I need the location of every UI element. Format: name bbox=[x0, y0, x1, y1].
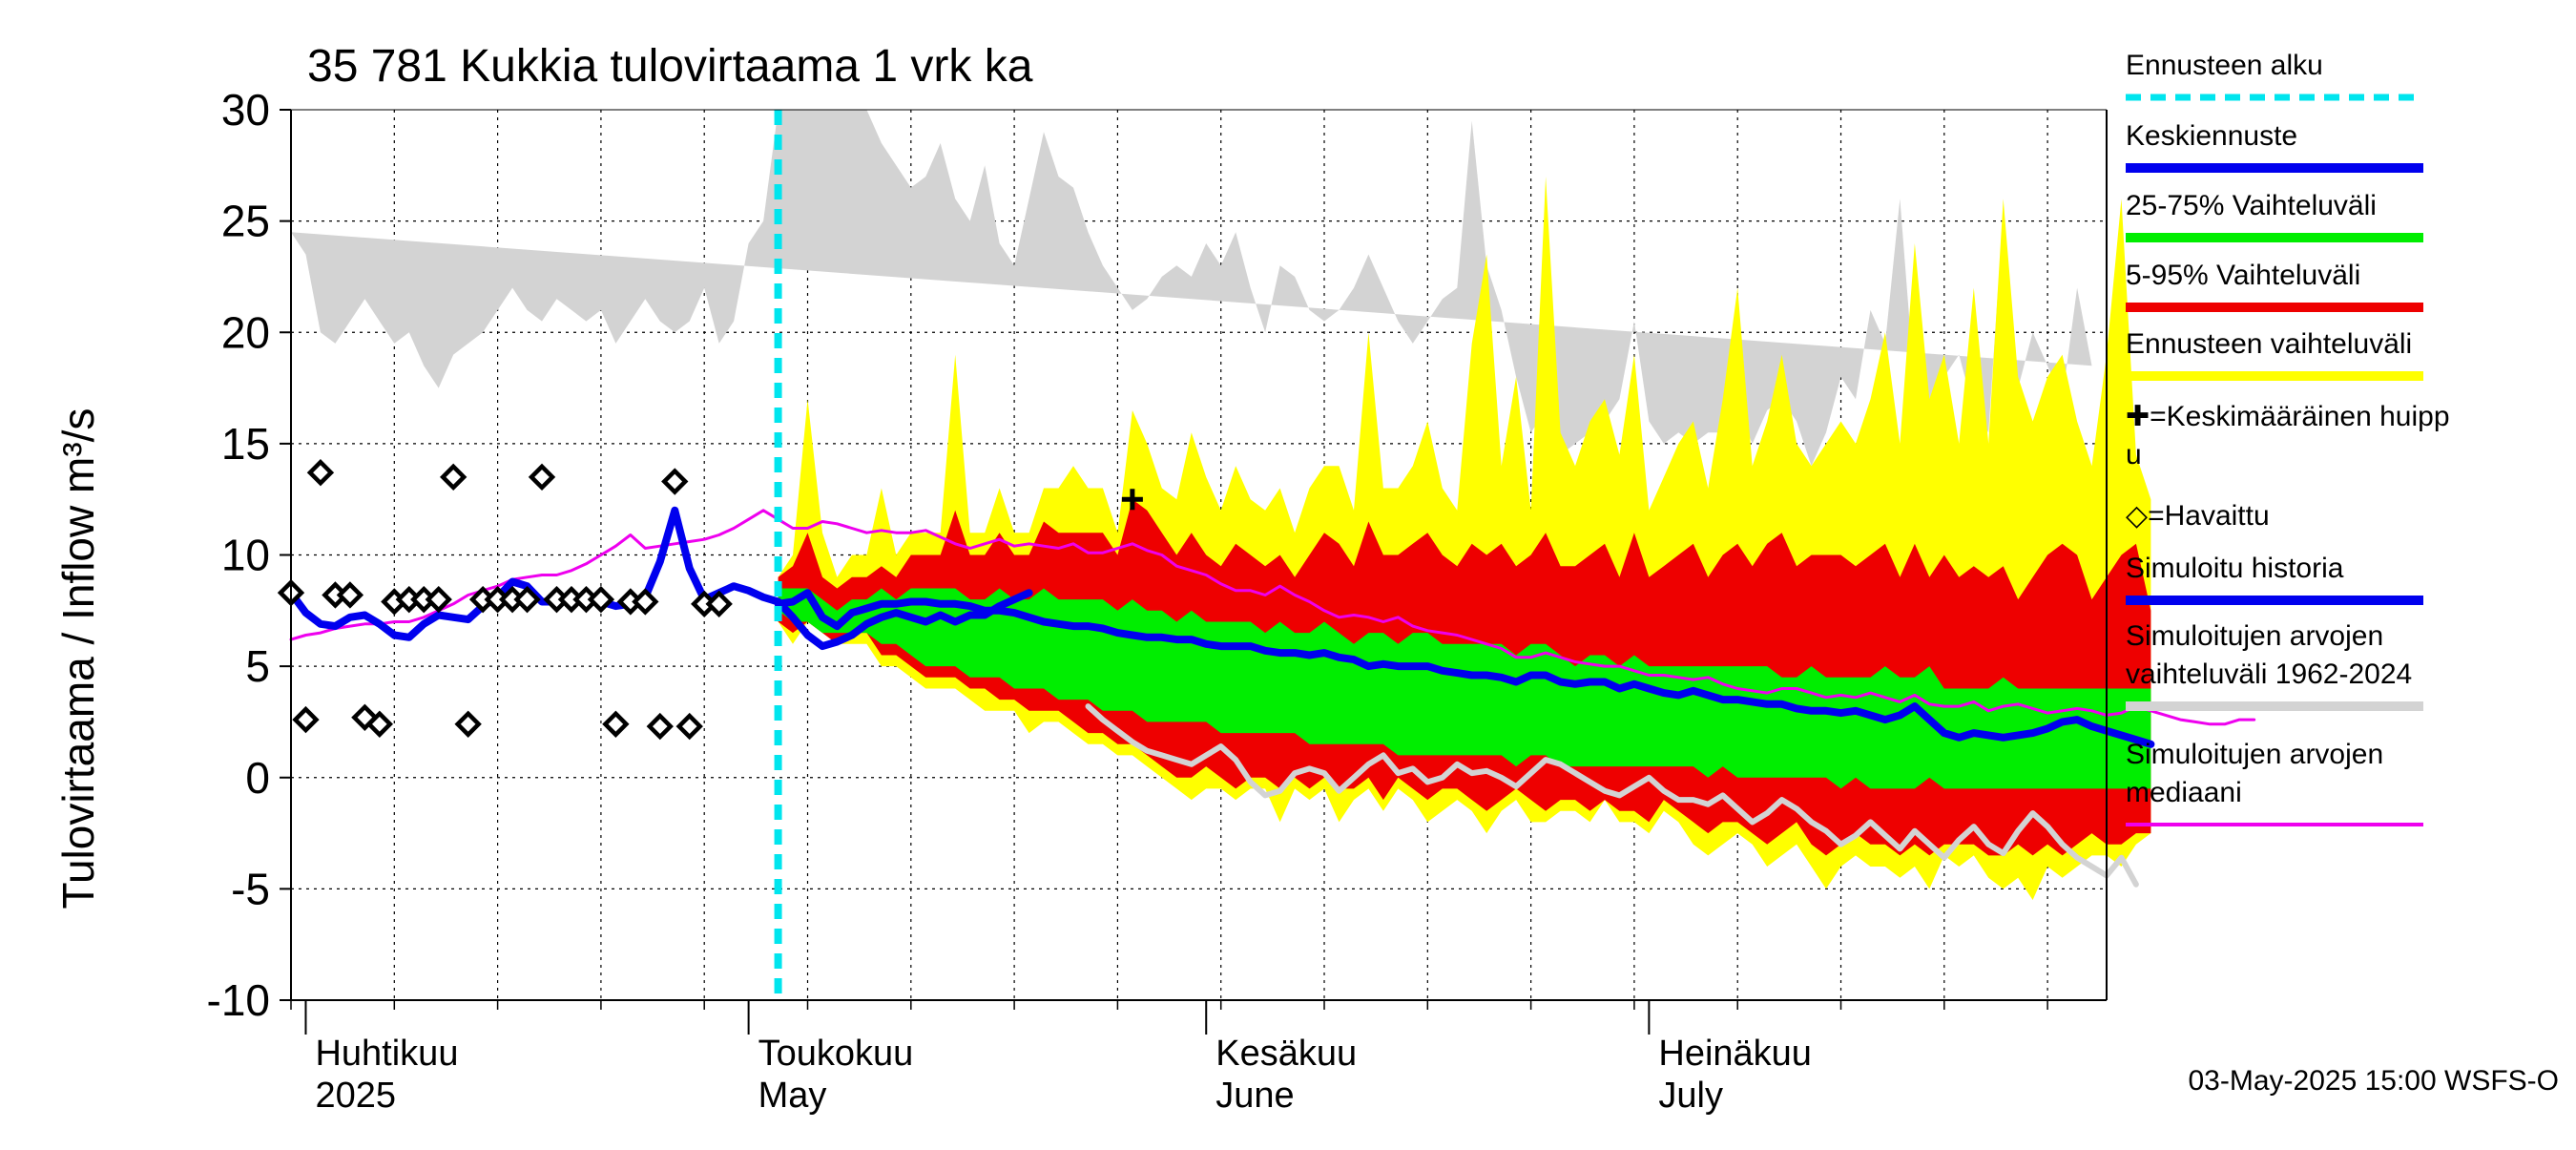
legend-label: 5-95% Vaihteluväli bbox=[2126, 260, 2360, 291]
legend-label: Simuloitujen arvojen bbox=[2126, 620, 2383, 652]
y-tick-label: 10 bbox=[221, 531, 270, 580]
observed-point bbox=[632, 588, 659, 616]
observed-point bbox=[292, 705, 320, 734]
y-tick-label: 5 bbox=[245, 641, 270, 691]
legend-label: Simuloitu historia bbox=[2126, 553, 2344, 584]
legend-label: Ennusteen vaihteluväli bbox=[2126, 328, 2412, 360]
legend-label: u bbox=[2126, 439, 2142, 470]
data-lines bbox=[287, 110, 2256, 1000]
y-axis-label: Tulovirtaama / Inflow m³/s bbox=[53, 408, 103, 910]
observed-point bbox=[528, 463, 556, 491]
legend-label: Simuloitujen arvojen bbox=[2126, 739, 2383, 770]
month-label-fi: Heinäkuu bbox=[1658, 1034, 1812, 1074]
y-tick-label: 25 bbox=[221, 197, 270, 246]
p25-75-band bbox=[778, 588, 2151, 789]
month-label-en: June bbox=[1215, 1076, 1294, 1116]
observed-point bbox=[602, 710, 630, 738]
observed-point bbox=[513, 585, 541, 614]
observed-point bbox=[306, 459, 335, 487]
month-label-en: May bbox=[758, 1076, 827, 1116]
simulated-history-line bbox=[287, 506, 1033, 651]
axes: -10-5051015202530Huhtikuu2025ToukokuuMay… bbox=[207, 85, 2108, 1116]
observed-point bbox=[425, 585, 452, 614]
mean-peak-marker bbox=[1121, 489, 1143, 511]
simulated-min-line bbox=[1085, 703, 2139, 888]
observed-point bbox=[365, 710, 394, 738]
y-tick-label: 15 bbox=[221, 419, 270, 469]
legend-label: Keskiennuste bbox=[2126, 120, 2297, 152]
chart-title: 35 781 Kukkia tulovirtaama 1 vrk ka bbox=[307, 41, 1033, 92]
y-tick-label: 30 bbox=[221, 85, 270, 135]
legend-label: vaihteluväli 1962-2024 bbox=[2126, 659, 2412, 690]
legend-label: Ennusteen alku bbox=[2126, 50, 2323, 81]
observed-point bbox=[675, 712, 703, 741]
simulated-median-line bbox=[289, 509, 2256, 726]
observed-point bbox=[454, 710, 482, 738]
footer-timestamp: 03-May-2025 15:00 WSFS-O bbox=[2189, 1065, 2560, 1097]
observed-point bbox=[440, 463, 467, 491]
month-label-fi: Toukokuu bbox=[758, 1034, 914, 1074]
month-label-fi: Kesäkuu bbox=[1215, 1034, 1357, 1074]
y-tick-label: -10 bbox=[207, 975, 270, 1025]
month-label-en: July bbox=[1658, 1076, 1723, 1116]
observed-point bbox=[587, 585, 615, 614]
month-label-fi: Huhtikuu bbox=[315, 1034, 458, 1074]
legend-label: 25-75% Vaihteluväli bbox=[2126, 190, 2377, 221]
y-tick-label: 20 bbox=[221, 307, 270, 357]
legend-label: ✚=Keskimääräinen huipp bbox=[2126, 401, 2450, 432]
legend-label: ◇=Havaittu bbox=[2126, 500, 2270, 532]
observed-point bbox=[336, 581, 364, 609]
median-forecast-line bbox=[774, 589, 2155, 748]
legend: Ennusteen alku Keskiennuste 25-75% Vaihtel… bbox=[2126, 50, 2450, 826]
observed-point bbox=[705, 590, 733, 617]
observed-point bbox=[661, 468, 689, 495]
observed-point bbox=[646, 712, 674, 741]
y-tick-label: -5 bbox=[231, 864, 270, 913]
month-label-en: 2025 bbox=[315, 1076, 396, 1116]
legend-label: mediaani bbox=[2126, 777, 2242, 808]
y-tick-label: 0 bbox=[245, 753, 270, 803]
simulated-range-band bbox=[291, 110, 2092, 467]
